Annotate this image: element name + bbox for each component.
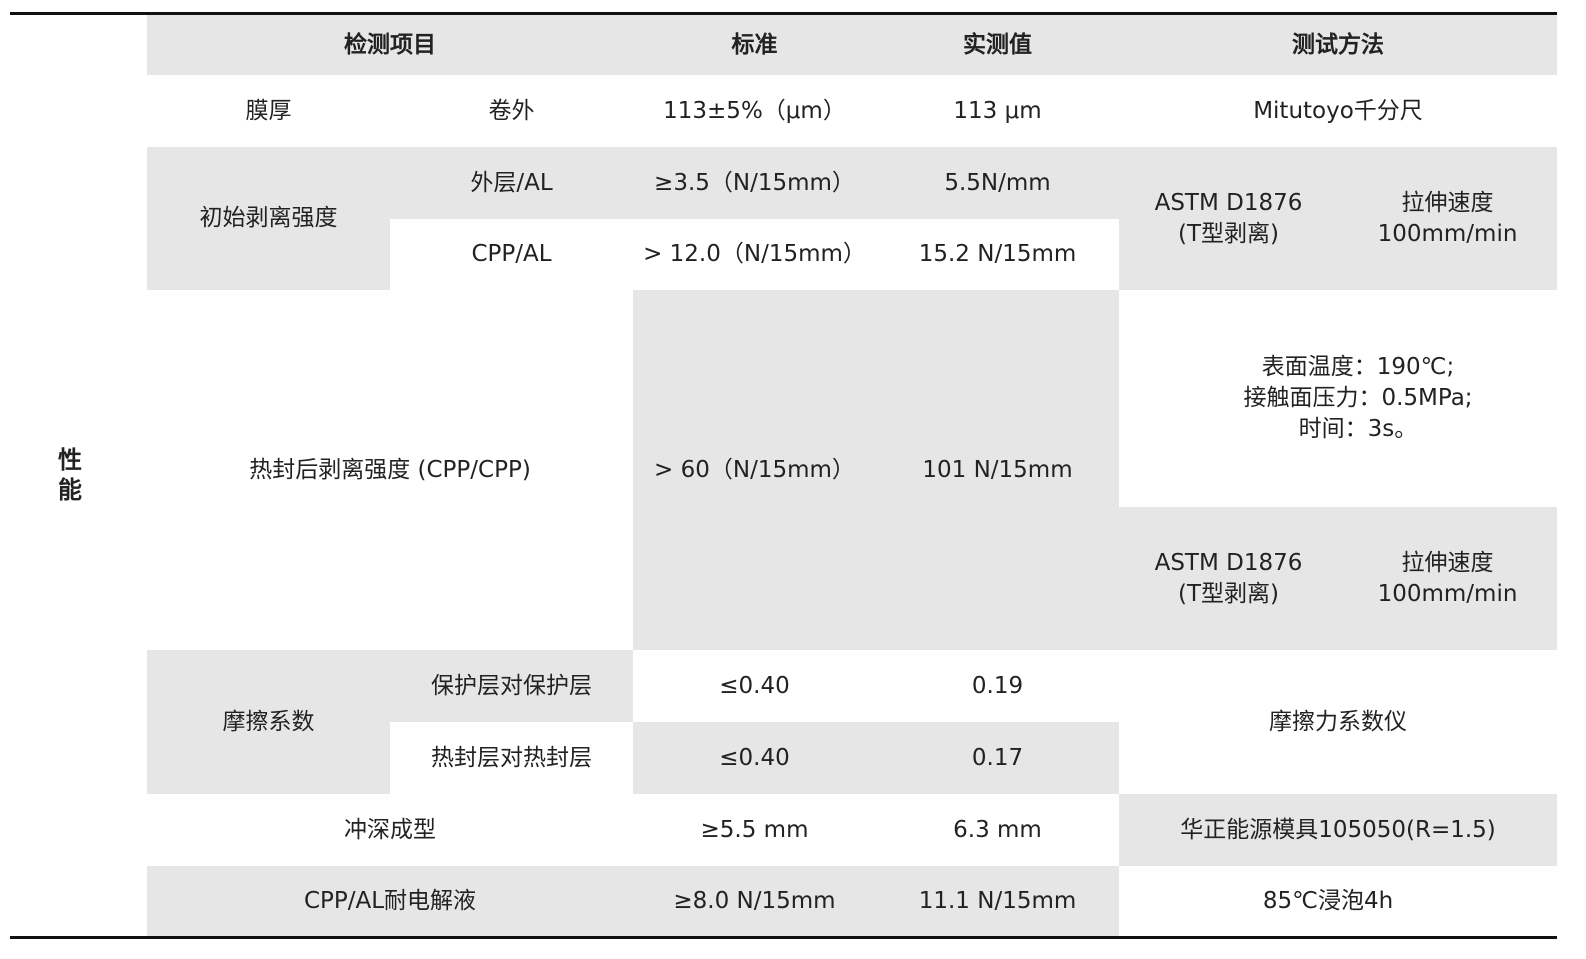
friction-protective-sub: 保护层对保护层 [390,650,633,722]
electrolyte-measured: 11.1 N/15mm [876,866,1119,936]
friction-item: 摩擦系数 [147,650,390,794]
friction-protective-standard: ≤0.40 [719,672,790,699]
heat-seal-peel-method: ASTM D1876 (T型剥离) [1119,507,1338,650]
thickness-sub: 卷外 [488,97,535,124]
friction-sealing-sub: 热封层对热封层 [431,744,592,771]
top-rule [10,12,1557,15]
header-measured: 实测值 [876,15,1119,75]
heat-seal-peel-conditions: 表面温度：190℃; 接触面压力：0.5MPa; 时间：3s。 [1243,354,1473,442]
header-item: 检测项目 [147,15,633,75]
deep-draw-method: 华正能源模具105050(R=1.5) [1119,794,1557,866]
initial-peel-cpp-measured: 15.2 N/15mm [918,241,1077,267]
thickness-standard: 113±5%（μm） [663,97,846,124]
friction-protective-measured: 0.19 [971,672,1024,699]
electrolyte-item: CPP/AL耐电解液 [147,866,633,936]
initial-peel-cpp-sub: CPP/AL [471,241,552,267]
electrolyte-standard: ≥8.0 N/15mm [633,866,876,936]
thickness-method: Mitutoyo千分尺 [1253,97,1423,124]
header-method: 测试方法 [1119,15,1557,75]
header-standard: 标准 [633,15,876,75]
heat-seal-peel-item: 热封后剥离强度 (CPP/CPP) [249,456,531,483]
side-label-performance: 性 能 [58,446,82,504]
thickness-item: 膜厚 [245,97,292,124]
bottom-rule [10,936,1557,939]
deep-draw-item: 冲深成型 [344,816,436,843]
heat-seal-peel-speed: 拉伸速度 100mm/min [1338,507,1557,650]
electrolyte-method: 85℃浸泡4h [1262,887,1394,914]
thickness-measured: 113 μm [953,97,1042,124]
initial-peel-item: 初始剥离强度 [147,147,390,290]
deep-draw-standard: ≥5.5 mm [700,816,809,843]
initial-peel-speed: 拉伸速度 100mm/min [1338,147,1557,290]
heat-seal-peel-measured: 101 N/15mm [876,290,1119,650]
initial-peel-outer-measured: 5.5N/mm [876,147,1119,219]
initial-peel-cpp-standard: > 12.0（N/15mm） [643,241,866,267]
initial-peel-outer-standard: ≥3.5（N/15mm） [633,147,876,219]
deep-draw-measured: 6.3 mm [953,816,1042,843]
heat-seal-peel-standard: > 60（N/15mm） [633,290,876,650]
initial-peel-outer-sub: 外层/AL [390,147,633,219]
friction-sealing-measured: 0.17 [876,722,1119,794]
initial-peel-method: ASTM D1876 (T型剥离) [1119,147,1338,290]
friction-method: 摩擦力系数仪 [1269,708,1407,735]
friction-sealing-standard: ≤0.40 [633,722,876,794]
